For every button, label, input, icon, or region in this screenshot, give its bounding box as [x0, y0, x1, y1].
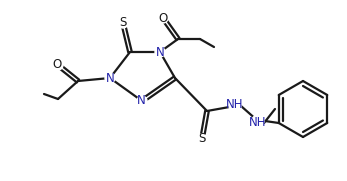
- Circle shape: [197, 134, 207, 144]
- Circle shape: [53, 60, 63, 70]
- Text: N: N: [137, 94, 145, 108]
- Circle shape: [229, 100, 241, 112]
- Circle shape: [155, 47, 165, 57]
- Text: O: O: [52, 58, 62, 71]
- Circle shape: [118, 18, 128, 28]
- Circle shape: [137, 96, 147, 106]
- Text: S: S: [198, 132, 206, 146]
- Circle shape: [158, 13, 168, 23]
- Circle shape: [252, 115, 264, 127]
- Text: N: N: [155, 45, 164, 58]
- Text: NH: NH: [226, 98, 244, 111]
- Text: S: S: [119, 16, 127, 30]
- Circle shape: [105, 73, 115, 83]
- Text: NH: NH: [249, 115, 267, 129]
- Text: O: O: [158, 12, 168, 24]
- Text: N: N: [105, 71, 115, 85]
